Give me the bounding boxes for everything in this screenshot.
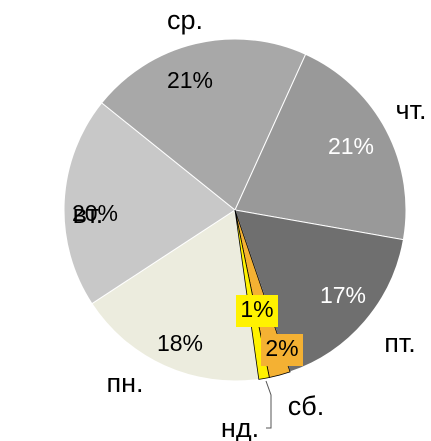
category-label: вт. bbox=[73, 199, 104, 229]
category-label: чт. bbox=[396, 95, 427, 125]
data-label: 17% bbox=[320, 282, 366, 308]
pie-slice bbox=[234, 53, 407, 241]
category-label: сб. bbox=[288, 391, 324, 421]
category-label: нд. bbox=[221, 413, 259, 441]
label-box bbox=[261, 334, 303, 366]
category-label: пт. bbox=[384, 328, 416, 358]
data-label: 2% bbox=[265, 335, 298, 361]
leader-line bbox=[265, 380, 272, 429]
category-label: ср. bbox=[167, 5, 203, 35]
pie-slice bbox=[63, 102, 236, 305]
data-label: 20% bbox=[72, 200, 118, 226]
data-label: 1% bbox=[240, 296, 273, 322]
pie-slice bbox=[91, 209, 260, 382]
pie-slice bbox=[101, 38, 307, 211]
data-label: 18% bbox=[157, 330, 203, 356]
label-box bbox=[236, 295, 278, 327]
category-label: пн. bbox=[106, 368, 143, 398]
pie-slice bbox=[234, 209, 270, 380]
data-label: 21% bbox=[167, 67, 213, 93]
data-label: 21% bbox=[328, 133, 374, 159]
pie-slice bbox=[234, 209, 404, 373]
